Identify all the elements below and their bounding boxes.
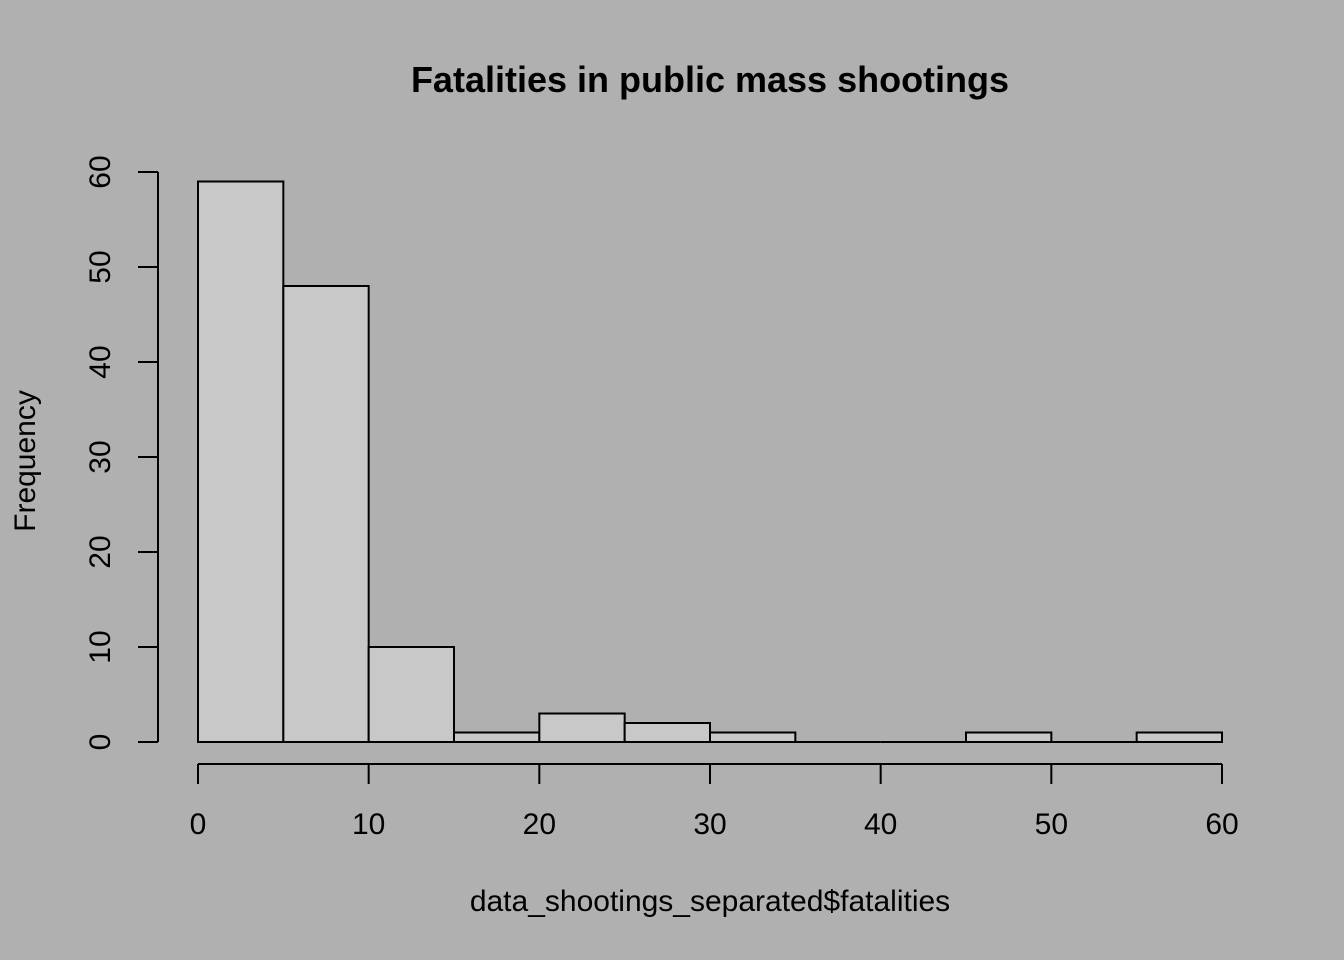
x-tick-label: 40: [864, 808, 897, 841]
histogram-bar: [623, 722, 712, 743]
histogram-bar: [538, 712, 626, 743]
x-axis-label: data_shootings_separated$fatalities: [470, 885, 950, 918]
y-tick-label: 40: [84, 345, 117, 378]
histogram-bar: [709, 731, 797, 743]
histogram-bar: [282, 285, 370, 743]
histogram-bar: [1135, 731, 1223, 743]
histogram-bar: [453, 731, 541, 743]
x-tick-label: 0: [190, 808, 207, 841]
y-axis: 0 10 20 30 40 50 60: [84, 155, 159, 751]
x-axis: 0 10 20 30 40 50 60: [190, 763, 1239, 841]
chart-title: Fatalities in public mass shootings: [411, 59, 1009, 100]
x-tick-label: 20: [523, 808, 556, 841]
bars-group: [197, 180, 1223, 743]
y-tick-label: 0: [84, 734, 117, 751]
y-tick-label: 60: [84, 155, 117, 188]
histogram-bar: [197, 180, 285, 743]
x-tick-label: 50: [1035, 808, 1068, 841]
histogram-bar: [965, 731, 1053, 743]
y-axis-label: Frequency: [9, 390, 42, 532]
y-tick-label: 10: [84, 630, 117, 663]
x-tick-label: 60: [1205, 808, 1238, 841]
y-tick-label: 30: [84, 440, 117, 473]
x-tick-label: 30: [693, 808, 726, 841]
y-tick-label: 50: [84, 250, 117, 283]
histogram-bar: [367, 646, 455, 743]
x-tick-label: 10: [352, 808, 385, 841]
y-tick-label: 20: [84, 535, 117, 568]
